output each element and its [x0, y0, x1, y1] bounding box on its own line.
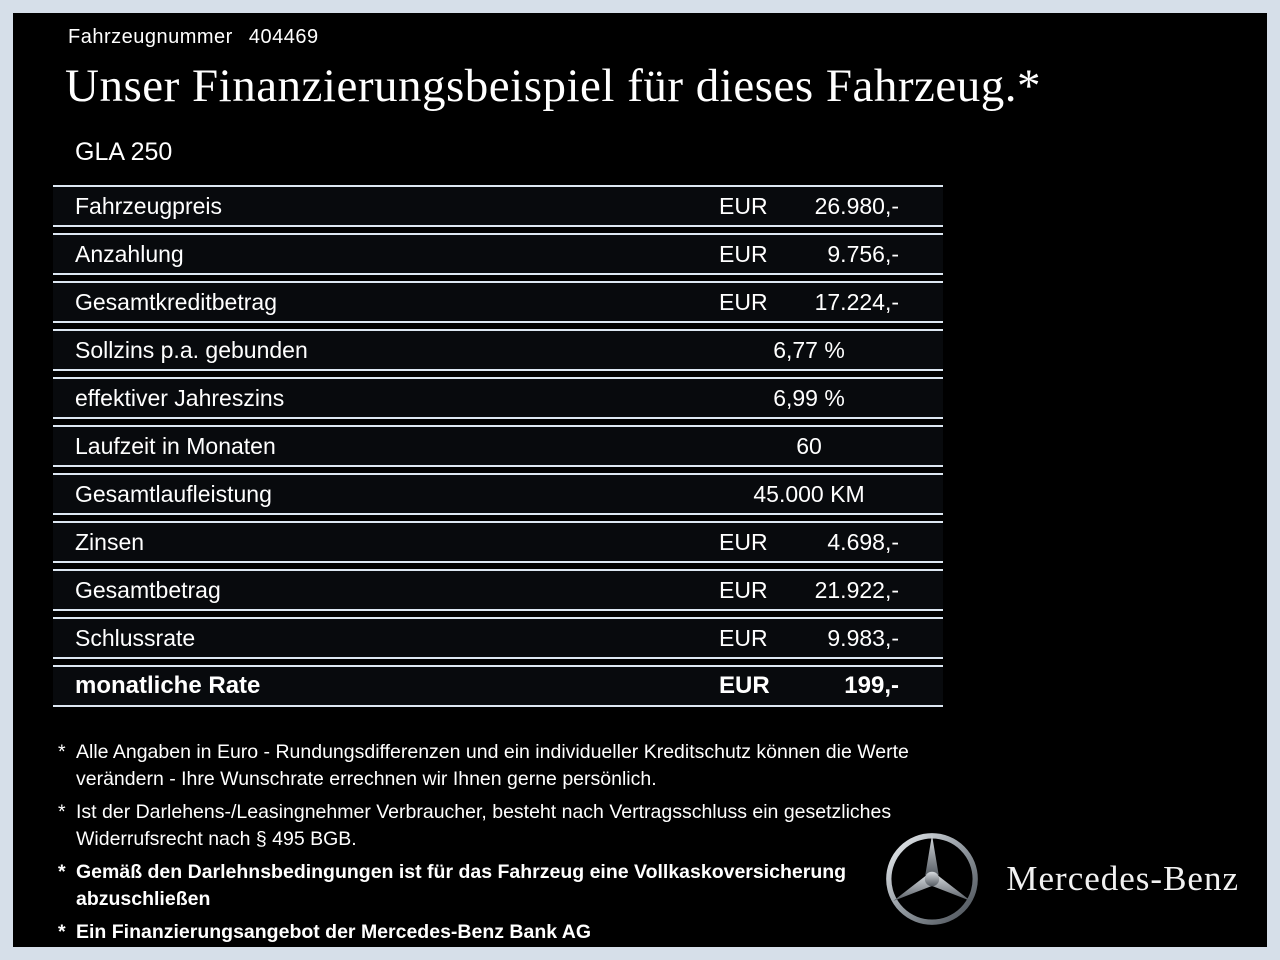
footnote-text: Ist der Darlehens-/Leasingnehmer Verbrau…	[76, 801, 892, 850]
row-label: Schlussrate	[75, 624, 196, 651]
row-value: 6,99 %	[773, 384, 845, 411]
table-row: Sollzins p.a. gebunden 6,77 %	[53, 329, 943, 371]
table-row: Schlussrate EUR 9.983,-	[53, 617, 943, 659]
row-value: 199,-	[844, 672, 899, 699]
footnote-marker: *	[58, 801, 66, 823]
row-value: 4.698,-	[827, 528, 899, 555]
row-value: 9.983,-	[827, 624, 899, 651]
row-value-cell: EUR 26.980,-	[719, 193, 899, 220]
row-currency: EUR	[719, 240, 768, 267]
row-label: Zinsen	[75, 528, 145, 555]
row-label: Gesamtbetrag	[75, 576, 221, 603]
table-row: Fahrzeugpreis EUR 26.980,-	[53, 185, 943, 227]
brand-name: Mercedes-Benz	[1006, 859, 1239, 898]
financing-table: Fahrzeugpreis EUR 26.980,- Anzahlung EUR…	[53, 185, 943, 713]
mercedes-star-icon	[886, 833, 979, 925]
row-label: Laufzeit in Monaten	[75, 432, 276, 459]
row-value-cell: EUR 21.922,-	[719, 577, 899, 604]
row-value: 9.756,-	[827, 240, 899, 267]
vehicle-number: Fahrzeugnummer 404469	[68, 26, 319, 49]
table-row: effektiver Jahreszins 6,99 %	[53, 377, 943, 419]
row-value-cell: 60	[719, 433, 899, 460]
row-value: 21.922,-	[814, 576, 899, 603]
row-value: 17.224,-	[814, 288, 899, 315]
row-label: Sollzins p.a. gebunden	[75, 336, 308, 363]
vehicle-model: GLA 250	[75, 138, 173, 166]
footnote: * Ein Finanzierungsangebot der Mercedes-…	[58, 919, 938, 946]
row-value-cell: 6,99 %	[719, 385, 899, 412]
row-value-cell: EUR 4.698,-	[719, 529, 899, 556]
table-row: Anzahlung EUR 9.756,-	[53, 233, 943, 275]
row-label: Anzahlung	[75, 240, 184, 267]
row-label: Fahrzeugpreis	[75, 192, 223, 219]
row-label: Gesamtkreditbetrag	[75, 288, 277, 315]
row-currency: EUR	[719, 672, 770, 699]
footnote: * Alle Angaben in Euro - Rundungsdiffere…	[58, 739, 938, 793]
row-value-cell: 45.000 KM	[719, 481, 899, 508]
table-row-monthly-rate: monatliche Rate EUR 199,-	[53, 665, 943, 707]
footnotes: * Alle Angaben in Euro - Rundungsdiffere…	[58, 739, 938, 947]
row-currency: EUR	[719, 576, 768, 603]
footnote: * Gemäß den Darlehnsbedingungen ist für …	[58, 859, 938, 913]
table-row: Gesamtbetrag EUR 21.922,-	[53, 569, 943, 611]
row-value-cell: 6,77 %	[719, 337, 899, 364]
table-row: Gesamtkreditbetrag EUR 17.224,-	[53, 281, 943, 323]
row-currency: EUR	[719, 528, 768, 555]
row-label: effektiver Jahreszins	[75, 384, 285, 411]
row-currency: EUR	[719, 288, 768, 315]
footnote-marker: *	[58, 861, 66, 883]
vehicle-number-label: Fahrzeugnummer	[68, 26, 233, 48]
row-currency: EUR	[719, 192, 768, 219]
footnote-text: Gemäß den Darlehnsbedingungen ist für da…	[76, 861, 847, 910]
footnote: * Ist der Darlehens-/Leasingnehmer Verbr…	[58, 799, 938, 853]
row-label: monatliche Rate	[75, 672, 261, 699]
row-value: 26.980,-	[814, 192, 899, 219]
footnote-text: Ein Finanzierungsangebot der Mercedes-Be…	[76, 921, 592, 943]
row-currency: EUR	[719, 624, 768, 651]
row-value: 45.000 KM	[753, 480, 865, 507]
footnote-marker: *	[58, 921, 66, 943]
row-value-cell: EUR 199,-	[719, 672, 899, 700]
row-value-cell: EUR 17.224,-	[719, 289, 899, 316]
row-label: Gesamtlaufleistung	[75, 480, 272, 507]
table-row: Zinsen EUR 4.698,-	[53, 521, 943, 563]
row-value: 6,77 %	[773, 336, 845, 363]
page-title: Unser Finanzierungsbeispiel für dieses F…	[65, 60, 1041, 112]
footnote-text: Alle Angaben in Euro - Rundungsdifferenz…	[76, 741, 909, 790]
row-value-cell: EUR 9.756,-	[719, 241, 899, 268]
brand-block: Mercedes-Benz	[884, 831, 1239, 927]
vehicle-number-value: 404469	[248, 26, 319, 48]
row-value-cell: EUR 9.983,-	[719, 625, 899, 652]
table-row: Gesamtlaufleistung 45.000 KM	[53, 473, 943, 515]
table-row: Laufzeit in Monaten 60	[53, 425, 943, 467]
row-value: 60	[796, 432, 822, 459]
footnote-marker: *	[58, 741, 66, 763]
